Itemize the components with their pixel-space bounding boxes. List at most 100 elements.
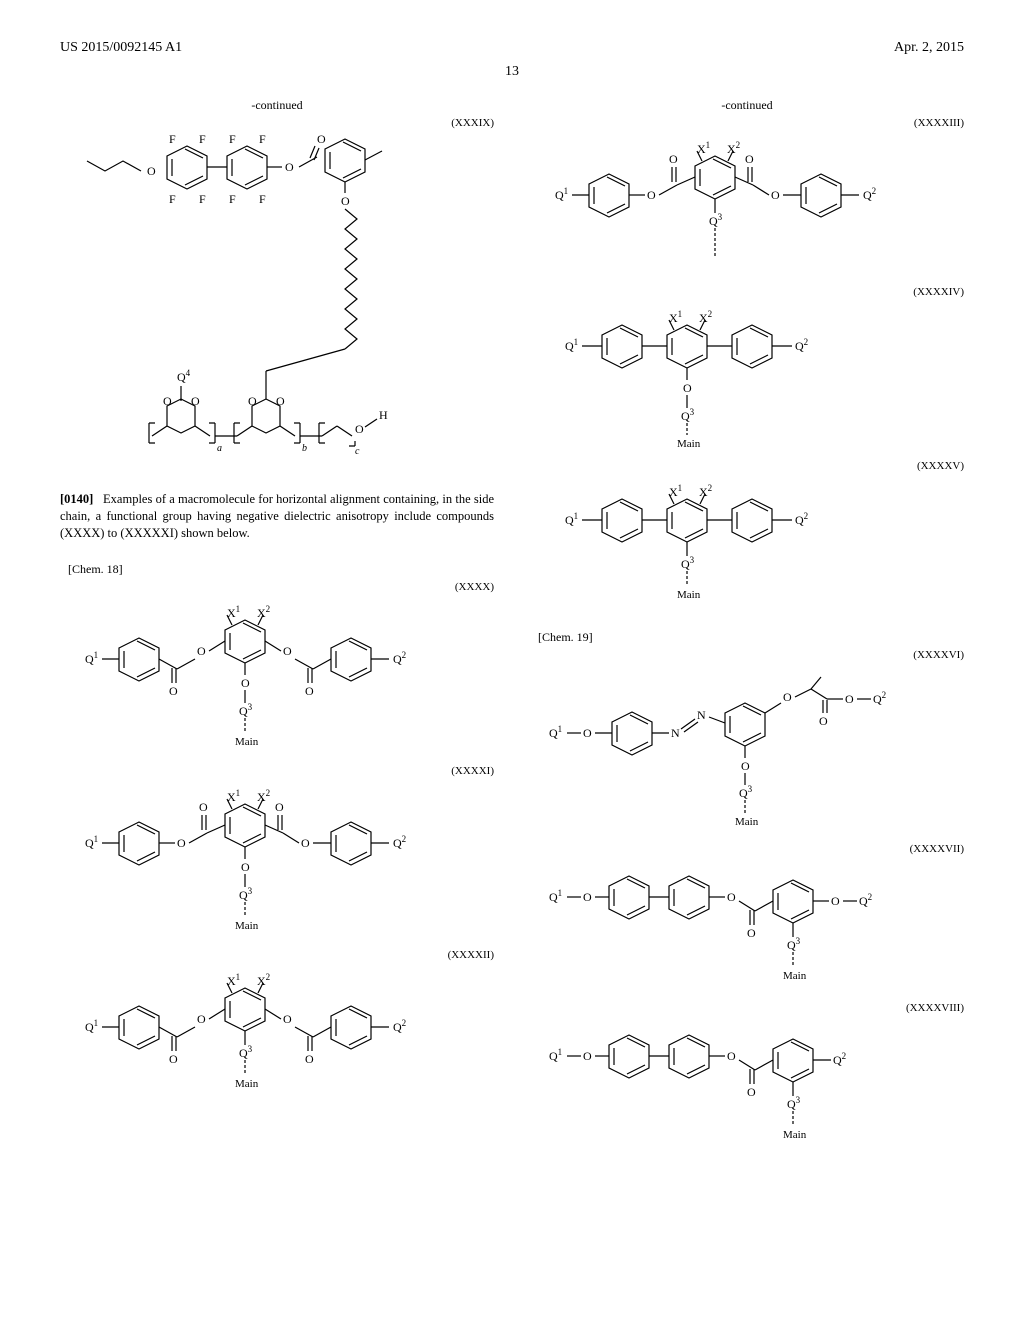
- subscript-c: c: [355, 446, 360, 457]
- atom-x1: X1: [227, 972, 240, 988]
- atom-o: O: [741, 759, 750, 773]
- continued-label-right: -continued: [530, 98, 964, 113]
- atom-o: O: [583, 726, 592, 740]
- atom-q2: Q2: [795, 337, 808, 353]
- atom-f: F: [169, 192, 176, 206]
- atom-o: O: [163, 394, 172, 408]
- atom-o: O: [191, 394, 200, 408]
- formula-label-xxxxviii: (XXXXVIII): [530, 1002, 964, 1014]
- atom-q1: Q1: [555, 186, 568, 202]
- atom-n: N: [697, 708, 706, 722]
- formula-label-xxxxiv: (XXXXIV): [530, 286, 964, 298]
- atom-q2: Q2: [873, 690, 886, 706]
- page-header: US 2015/0092145 A1 Apr. 2, 2015: [60, 40, 964, 56]
- atom-f: F: [229, 192, 236, 206]
- atom-o: O: [276, 394, 285, 408]
- atom-x1: X1: [697, 140, 710, 156]
- atom-h: H: [379, 408, 388, 422]
- structure-xxxxi: Q1 O O X1 X2 O: [77, 779, 477, 939]
- atom-o: O: [771, 188, 780, 202]
- atom-q2: Q2: [393, 1018, 406, 1034]
- main-label: Main: [677, 438, 701, 450]
- atom-q4: Q4: [177, 368, 191, 384]
- atom-q1: Q1: [549, 1047, 562, 1063]
- columns-container: -continued (XXXIX) O F F F F: [60, 98, 964, 1161]
- formula-label-xxxxiii: (XXXXIII): [530, 117, 964, 129]
- atom-f: F: [259, 132, 266, 146]
- atom-q3: Q3: [239, 702, 253, 718]
- atom-o: O: [248, 394, 257, 408]
- atom-x2: X2: [257, 604, 270, 620]
- atom-o: O: [341, 194, 350, 208]
- main-label: Main: [235, 1078, 259, 1090]
- formula-label-xxxix: (XXXIX): [60, 117, 494, 129]
- atom-o: O: [747, 926, 756, 940]
- atom-o: O: [241, 860, 250, 874]
- atom-q2: Q2: [393, 834, 406, 850]
- atom-f: F: [259, 192, 266, 206]
- chem-19-caption: [Chem. 19]: [538, 630, 964, 645]
- atom-o: O: [197, 1012, 206, 1026]
- atom-q3: Q3: [681, 407, 695, 423]
- atom-o: O: [147, 164, 156, 178]
- atom-o: O: [745, 152, 754, 166]
- formula-label-xxxxv: (XXXXV): [530, 460, 964, 472]
- atom-q1: Q1: [85, 650, 98, 666]
- atom-x1: X1: [227, 788, 240, 804]
- atom-q1: Q1: [549, 724, 562, 740]
- page-number: 13: [60, 64, 964, 80]
- formula-label-xxxxii: (XXXXII): [60, 949, 494, 961]
- chem-18-caption: [Chem. 18]: [68, 562, 494, 577]
- structure-xxxxvii: Q1 O O O: [547, 857, 947, 992]
- atom-x2: X2: [699, 483, 712, 499]
- paragraph-number: [0140]: [60, 492, 93, 506]
- main-label: Main: [235, 736, 259, 748]
- atom-f: F: [199, 132, 206, 146]
- atom-q3: Q3: [709, 212, 723, 228]
- right-column: -continued (XXXXIII) Q1 O O X1: [530, 98, 964, 1161]
- structure-xxxix: O F F F F F F: [77, 131, 477, 471]
- atom-o: O: [669, 152, 678, 166]
- paragraph-text: Examples of a macromolecule for horizont…: [60, 492, 494, 540]
- atom-o: O: [305, 684, 314, 698]
- structure-xxxxiii: Q1 O O X1 X2 Q3: [547, 131, 947, 276]
- atom-o: O: [199, 800, 208, 814]
- atom-o: O: [169, 1052, 178, 1066]
- page: US 2015/0092145 A1 Apr. 2, 2015 13 -cont…: [0, 0, 1024, 1320]
- structure-xxxxvi: Q1 O N N O: [547, 663, 947, 833]
- atom-o: O: [819, 714, 828, 728]
- publication-number: US 2015/0092145 A1: [60, 40, 182, 56]
- continued-label-left: -continued: [60, 98, 494, 113]
- atom-q3: Q3: [787, 936, 801, 952]
- atom-o: O: [747, 1085, 756, 1099]
- atom-x1: X1: [227, 604, 240, 620]
- atom-x2: X2: [727, 140, 740, 156]
- formula-label-xxxxvi: (XXXXVI): [530, 649, 964, 661]
- structure-xxxxiv: Q1 X1 X2 O Q3 Main: [547, 300, 947, 450]
- atom-o: O: [355, 422, 364, 436]
- subscript-b: b: [302, 443, 307, 454]
- atom-q2: Q2: [859, 892, 872, 908]
- atom-q2: Q2: [863, 186, 876, 202]
- atom-o: O: [583, 1049, 592, 1063]
- atom-q2: Q2: [833, 1051, 846, 1067]
- atom-q1: Q1: [565, 337, 578, 353]
- atom-o: O: [283, 1012, 292, 1026]
- main-label: Main: [235, 920, 259, 932]
- atom-o: O: [683, 381, 692, 395]
- atom-q2: Q2: [795, 511, 808, 527]
- atom-o: O: [583, 890, 592, 904]
- atom-o: O: [285, 160, 294, 174]
- atom-o: O: [317, 132, 326, 146]
- formula-label-xxxxi: (XXXXI): [60, 765, 494, 777]
- atom-q3: Q3: [739, 784, 753, 800]
- subscript-a: a: [217, 443, 222, 454]
- atom-o: O: [283, 644, 292, 658]
- atom-o: O: [831, 894, 840, 908]
- atom-q1: Q1: [565, 511, 578, 527]
- formula-label-xxxxvii: (XXXXVII): [530, 843, 964, 855]
- atom-x1: X1: [669, 309, 682, 325]
- atom-x2: X2: [699, 309, 712, 325]
- atom-o: O: [301, 836, 310, 850]
- atom-q3: Q3: [681, 555, 695, 571]
